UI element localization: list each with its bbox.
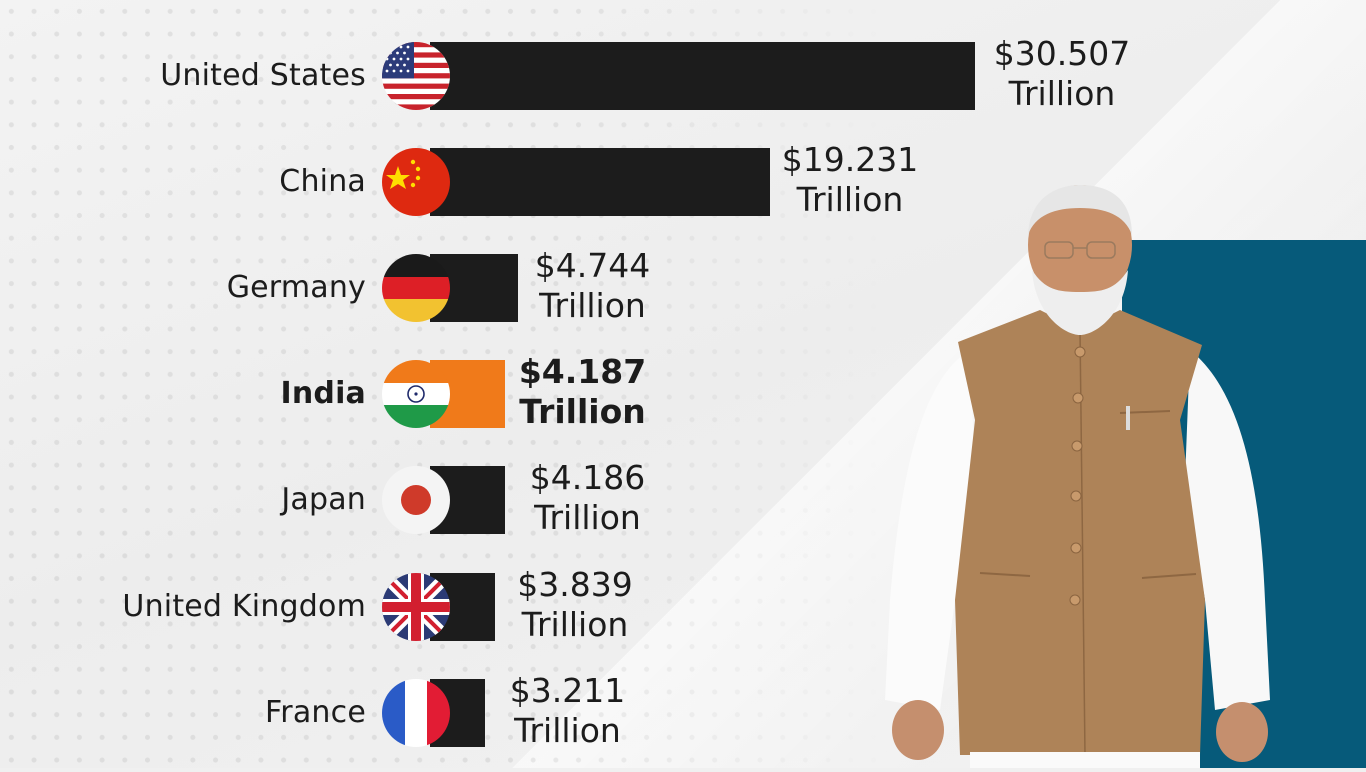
value-unit: Trillion [539,286,646,325]
value-unit: Trillion [521,605,629,644]
value-amount: $19.231 [781,140,919,179]
value-amount: $4.187 [518,352,647,391]
country-label: China [279,164,366,199]
country-label: Japan [281,482,366,517]
germany-flag-icon [382,254,450,322]
value-label: $4.744 Trillion [525,246,660,326]
country-label: United Kingdom [122,589,366,624]
france-flag-icon [382,679,450,747]
value-label: $3.839 Trillion [505,565,645,645]
value-label: $4.186 Trillion [520,458,655,538]
india-flag-icon [382,360,450,428]
value-unit: Trillion [796,180,904,219]
value-unit: Trillion [514,711,621,750]
chart-row-united-states: United States $30.507 Trillion [0,34,1366,113]
country-label: India [280,376,366,411]
chart-row-india: India $4.187 Trillion [0,352,1366,431]
country-label: France [265,695,366,730]
country-label: United States [160,58,366,93]
chart-row-france: France $3.211 Trillion [0,671,1366,750]
value-unit: Trillion [519,392,646,431]
person-photo [880,180,1300,768]
chart-row-united-kingdom: United Kingdom $3.839 Trillion [0,565,1366,644]
bar [430,42,975,110]
us-flag-icon [382,42,450,110]
value-label: $4.187 Trillion [515,352,650,432]
bar [430,148,770,216]
value-amount: $4.186 [529,458,646,497]
china-flag-icon [382,148,450,216]
chart-row-germany: Germany $4.744 Trillion [0,246,1366,325]
chart-row-china: China $19.231 Trillion [0,140,1366,219]
value-label: $19.231 Trillion [780,140,920,220]
value-unit: Trillion [534,498,641,537]
value-amount: $4.744 [534,246,651,285]
chart-row-japan: Japan $4.186 Trillion [0,458,1366,537]
uk-flag-icon [382,573,450,641]
value-unit: Trillion [1008,74,1116,113]
value-amount: $30.507 [993,34,1131,73]
country-label: Germany [226,270,366,305]
value-amount: $3.839 [517,565,633,604]
value-amount: $3.211 [509,671,626,710]
value-label: $3.211 Trillion [500,671,635,751]
japan-flag-icon [382,466,450,534]
value-label: $30.507 Trillion [988,34,1136,114]
